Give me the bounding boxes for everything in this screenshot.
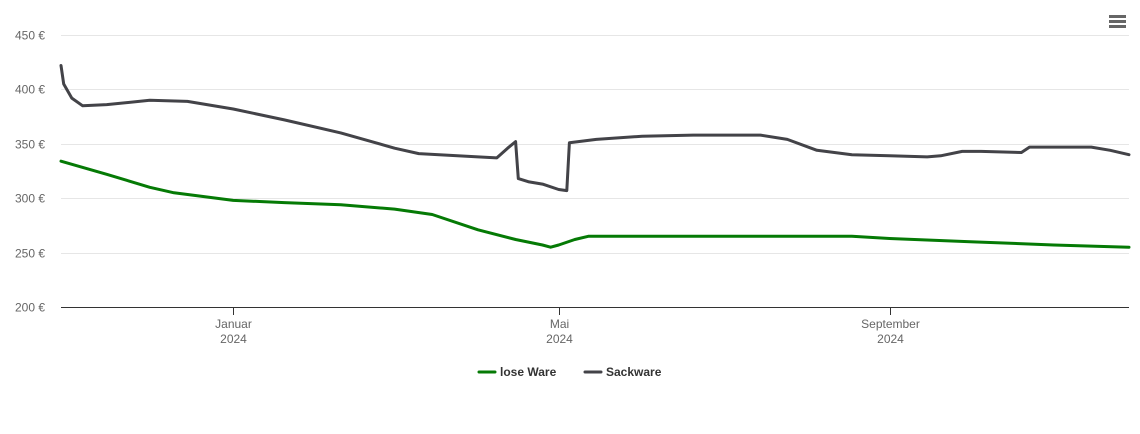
menu-bar [1109,25,1126,28]
y-tick-label: 250 € [15,247,45,261]
series-line-sackware[interactable] [59,64,1131,193]
x-tick-label: Januar [215,317,252,331]
legend[interactable]: lose Ware Sackware [477,365,662,379]
legend-label: lose Ware [500,365,557,379]
x-tick-label-year: 2024 [546,332,573,346]
y-tick-label: 200 € [15,301,45,315]
hamburger-menu-icon[interactable] [1106,12,1130,34]
y-axis: 200 € 250 € 300 € 350 € 400 € 450 € [15,29,45,315]
x-tick-label: September [861,317,920,331]
x-tick-label-year: 2024 [877,332,904,346]
y-tick-label: 450 € [15,29,45,43]
legend-item[interactable]: Sackware [583,365,662,379]
menu-bar [1109,20,1126,23]
menu-bar [1109,15,1126,18]
y-tick-label: 400 € [15,83,45,97]
series-line-lose-ware[interactable] [59,159,1131,249]
grid [61,35,1129,254]
y-tick-label: 350 € [15,138,45,152]
legend-item[interactable]: lose Ware [477,365,557,379]
x-tick-label-year: 2024 [220,332,247,346]
legend-label: Sackware [606,365,662,379]
series [59,64,1131,249]
y-tick-label: 300 € [15,192,45,206]
x-tick-label: Mai [550,317,569,331]
